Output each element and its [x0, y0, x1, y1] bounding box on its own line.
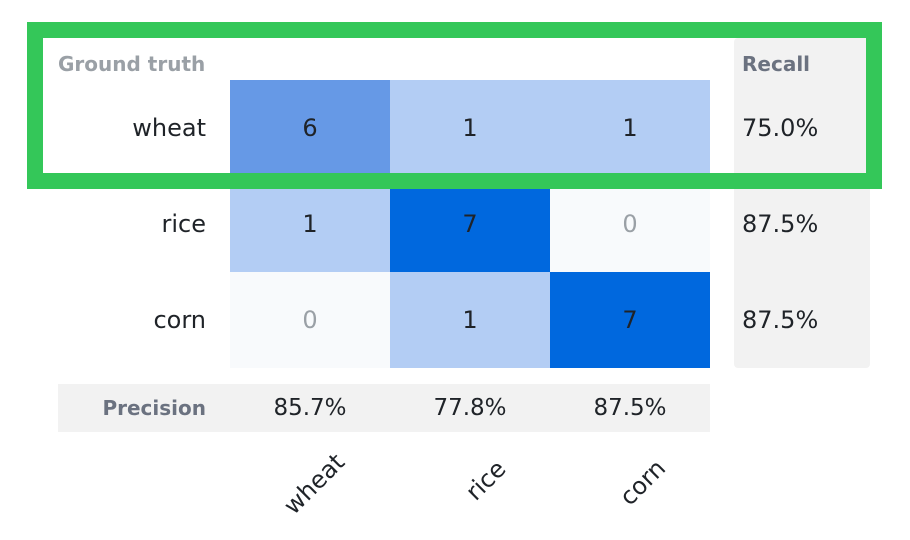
matrix-cell-wheat-rice: 1: [390, 80, 550, 176]
matrix-cell-wheat-wheat: 6: [230, 80, 390, 176]
recall-value-corn: 87.5%: [742, 306, 819, 334]
precision-row: [58, 384, 710, 432]
matrix-cell-rice-rice: 7: [390, 176, 550, 272]
ground-truth-axis-label: Ground truth: [58, 52, 206, 76]
matrix-cell-rice-wheat: 1: [230, 176, 390, 272]
column-label-corn: corn: [614, 454, 672, 511]
matrix-cell-corn-rice: 1: [390, 272, 550, 368]
precision-value-wheat: 85.7%: [273, 395, 347, 421]
column-label-wheat: wheat: [278, 448, 351, 520]
row-label-corn: corn: [153, 306, 206, 334]
recall-panel: [734, 38, 870, 368]
recall-value-rice: 87.5%: [742, 210, 819, 238]
matrix-cell-corn-wheat: 0: [230, 272, 390, 368]
precision-title: Precision: [102, 396, 206, 420]
row-highlight-box: [27, 22, 882, 189]
row-label-wheat: wheat: [132, 114, 206, 142]
column-label-rice: rice: [460, 454, 512, 506]
recall-value-wheat: 75.0%: [742, 114, 819, 142]
recall-title: Recall: [742, 52, 811, 76]
matrix-cell-corn-corn: 7: [550, 272, 710, 368]
row-label-rice: rice: [161, 210, 207, 238]
matrix-cell-rice-corn: 0: [550, 176, 710, 272]
precision-value-rice: 77.8%: [433, 395, 507, 421]
precision-value-corn: 87.5%: [593, 395, 667, 421]
matrix-cell-wheat-corn: 1: [550, 80, 710, 176]
